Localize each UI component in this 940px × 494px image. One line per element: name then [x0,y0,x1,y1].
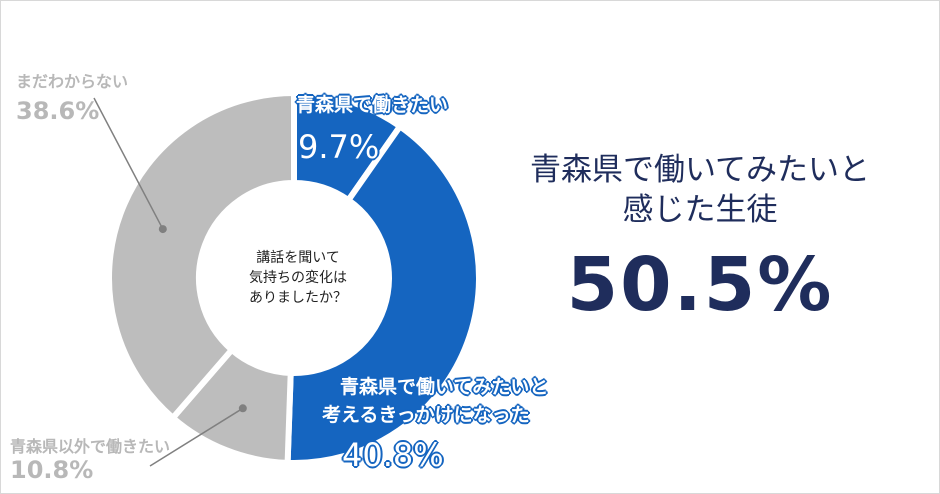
summary-line: 感じた生徒 [622,192,778,228]
slice-label-trigger-line1: 青森県で働いてみたいと [340,376,549,398]
leader-line-undecided [93,97,164,230]
leader-dot [158,225,167,234]
slice-value-outside-aomori: 10.8% [10,456,94,484]
slice-label-outside-aomori: 青森県以外で働きたい [10,437,171,456]
donut-slice [284,122,482,466]
center-question-line: ありましたか？ [249,290,347,306]
summary-text: 青森県で働いてみたいと 感じた生徒 [500,150,900,230]
leader-dot [238,404,247,413]
center-question-line: 気持ちの変化は [249,270,347,286]
donut-slice [106,89,297,423]
center-question-line: 講話を聞いて [256,250,340,266]
slice-value-undecided: 38.6% [16,97,100,125]
center-question: 講話を聞いて 気持ちの変化は ありましたか？ [218,248,378,308]
summary-percentage: 50.5% [566,242,834,328]
summary-line: 青森県で働いてみたいと [529,152,871,188]
leader-line-outside-aomori [149,407,244,467]
slice-value-work-in-aomori: 9.7% [298,128,380,166]
slice-label-work-in-aomori: 青森県で働きたい [296,94,449,116]
slice-label-trigger-line2: 考えるきっかけになった [322,404,530,426]
slice-label-undecided: まだわからない [16,72,129,91]
slice-value-trigger: 40.8% [342,436,444,474]
